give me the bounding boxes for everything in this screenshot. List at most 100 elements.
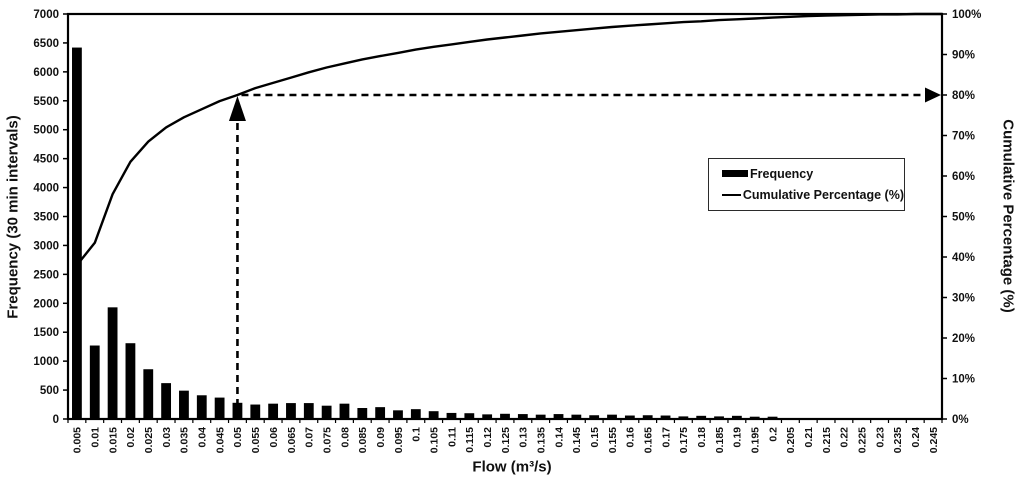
y-left-tick-label: 1500 <box>33 327 59 339</box>
x-tick-label: 0.14 <box>553 427 565 448</box>
x-tick-label: 0.155 <box>607 427 619 453</box>
x-tick-label: 0.175 <box>678 427 690 453</box>
x-tick-label: 0.1 <box>411 427 423 442</box>
legend-label-cumulative: Cumulative Percentage (%) <box>742 188 904 203</box>
y-right-tick-label: 50% <box>952 212 975 224</box>
legend-item-cumulative: Cumulative Percentage (%) <box>722 188 904 202</box>
x-tick-label: 0.22 <box>839 427 851 448</box>
x-tick-label: 0.17 <box>660 427 672 448</box>
x-tick-label: 0.095 <box>393 427 405 453</box>
x-tick-label: 0.05 <box>232 427 244 448</box>
y-left-tick-label: 4500 <box>33 154 59 166</box>
y-left-tick-label: 7000 <box>33 9 59 21</box>
frequency-bar <box>286 403 296 419</box>
frequency-bar <box>125 343 136 419</box>
x-tick-label: 0.245 <box>928 427 940 453</box>
y-left-tick-label: 3000 <box>33 240 59 252</box>
y-left-tick-label: 1000 <box>33 356 59 368</box>
y-axis-title-right: Cumulative Percentage (%) <box>999 119 1017 313</box>
frequency-bar <box>375 407 386 419</box>
frequency-bar <box>678 416 689 419</box>
frequency-bar <box>517 414 528 419</box>
frequency-bar <box>72 47 82 420</box>
frequency-bar <box>464 413 475 419</box>
y-left-tick-label: 2500 <box>33 269 59 281</box>
frequency-bar <box>696 415 707 419</box>
frequency-bar <box>393 410 403 419</box>
frequency-bar <box>500 413 510 419</box>
frequency-bar <box>214 397 225 419</box>
legend: Frequency Cumulative Percentage (%) <box>708 158 905 211</box>
x-tick-label: 0.085 <box>357 427 369 453</box>
x-tick-label: 0.145 <box>571 427 583 453</box>
x-tick-label: 0.135 <box>536 427 548 453</box>
x-tick-label: 0.03 <box>161 427 173 448</box>
y-left-tick-label: 6000 <box>33 67 59 79</box>
x-tick-label: 0.2 <box>767 427 779 442</box>
y-right-tick-label: 80% <box>952 90 975 102</box>
y-right-tick-label: 0% <box>952 414 969 426</box>
frequency-bar <box>89 345 100 419</box>
y-left-tick-label: 6500 <box>33 38 59 50</box>
x-tick-label: 0.07 <box>304 427 316 448</box>
frequency-bar <box>571 414 582 419</box>
x-tick-label: 0.13 <box>518 427 530 448</box>
frequency-bar <box>731 415 742 419</box>
x-tick-label: 0.015 <box>107 427 119 453</box>
y-right-tick-label: 90% <box>952 50 975 62</box>
frequency-bar <box>553 414 564 419</box>
cumulative-percentage-line <box>75 12 944 267</box>
x-tick-label: 0.24 <box>910 427 922 448</box>
frequency-bar <box>196 395 207 419</box>
y-right-tick-label: 100% <box>952 9 981 21</box>
legend-label-frequency: Frequency <box>750 166 814 181</box>
x-tick-label: 0.04 <box>197 427 209 448</box>
frequency-bar <box>589 415 600 419</box>
x-tick-label: 0.075 <box>321 427 333 453</box>
y-left-tick-label: 2000 <box>33 298 59 310</box>
x-tick-label: 0.045 <box>214 427 226 453</box>
y-right-tick-label: 60% <box>952 171 975 183</box>
x-tick-label: 0.215 <box>821 427 833 453</box>
x-tick-label: 0.01 <box>90 427 102 448</box>
frequency-bar <box>749 416 760 419</box>
frequency-bar <box>107 307 118 419</box>
x-tick-label: 0.035 <box>179 427 191 453</box>
x-tick-label: 0.025 <box>143 427 155 453</box>
x-tick-label: 0.12 <box>482 427 494 448</box>
legend-item-frequency: Frequency <box>722 167 904 181</box>
x-tick-label: 0.09 <box>375 427 387 448</box>
x-tick-label: 0.02 <box>125 427 137 448</box>
y-left-tick-label: 0 <box>53 414 59 426</box>
frequency-bar <box>357 408 368 419</box>
frequency-bar <box>321 405 332 419</box>
x-tick-label: 0.055 <box>250 427 262 453</box>
x-tick-label: 0.19 <box>732 427 744 448</box>
x-tick-label: 0.005 <box>72 427 84 453</box>
frequency-bar <box>143 369 154 419</box>
y-left-tick-label: 5000 <box>33 125 59 137</box>
frequency-bar <box>303 403 314 419</box>
cumulative-line-swatch-icon <box>722 194 741 197</box>
frequency-bar <box>714 416 724 419</box>
x-tick-label: 0.105 <box>429 427 441 453</box>
x-tick-label: 0.16 <box>625 427 637 448</box>
frequency-bar <box>642 415 653 419</box>
y-right-tick-label: 10% <box>952 374 975 386</box>
arrowhead-right-icon <box>925 87 941 103</box>
x-tick-label: 0.21 <box>803 427 815 448</box>
x-tick-label: 0.205 <box>785 427 797 453</box>
y-left-tick-label: 5500 <box>33 96 59 108</box>
frequency-bar <box>446 412 457 419</box>
frequency-bar <box>624 415 635 419</box>
frequency-bar <box>660 415 671 419</box>
frequency-bar <box>179 390 189 419</box>
y-axis-title-left: Frequency (30 min intervals) <box>4 115 22 319</box>
x-tick-label: 0.15 <box>589 427 601 448</box>
x-tick-label: 0.065 <box>286 427 298 453</box>
frequency-swatch-icon <box>722 170 748 178</box>
y-right-tick-label: 30% <box>952 293 975 305</box>
plot-border <box>66 12 944 421</box>
